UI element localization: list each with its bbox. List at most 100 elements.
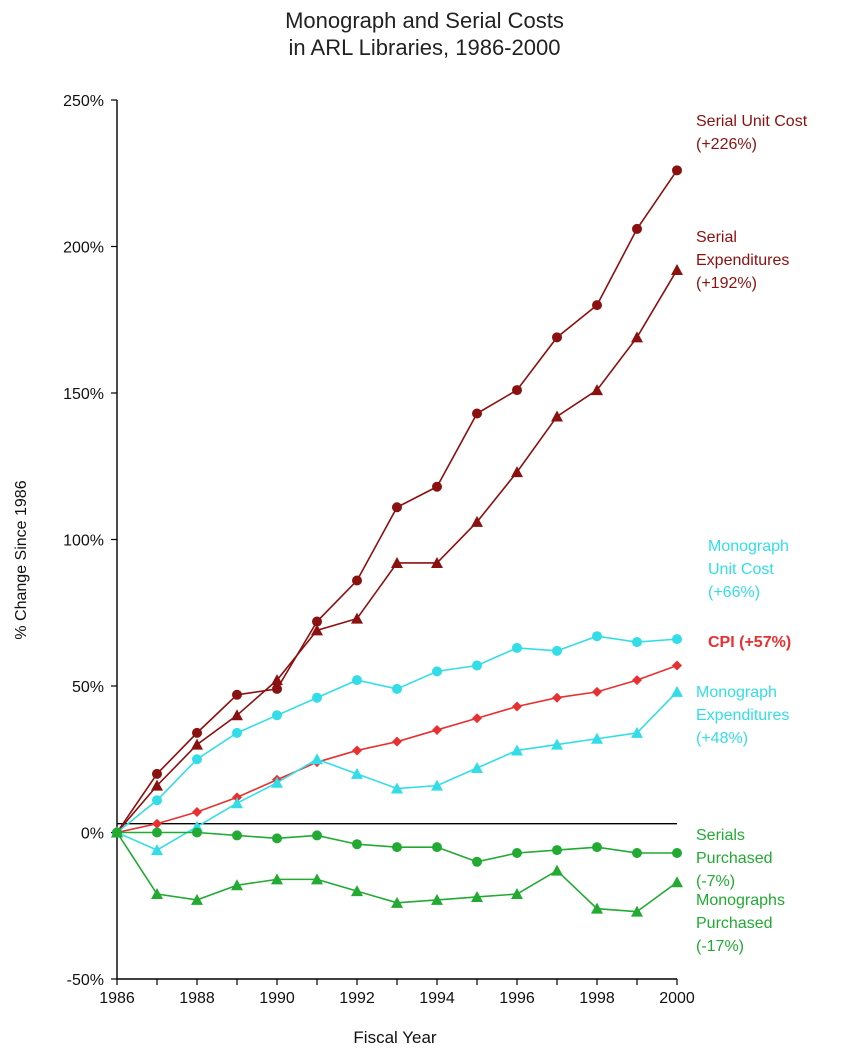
data-point-triangle: [191, 738, 203, 750]
data-point-circle: [232, 727, 242, 738]
data-point-triangle: [551, 410, 563, 422]
data-point-circle: [352, 575, 362, 586]
data-point-circle: [632, 223, 642, 234]
data-point-diamond: [392, 736, 402, 747]
data-point-circle: [392, 842, 402, 853]
data-point-diamond: [192, 806, 202, 817]
data-point-triangle: [471, 515, 483, 527]
data-point-triangle: [271, 776, 283, 788]
data-point-circle: [632, 637, 642, 648]
x-tick-label: 1998: [579, 990, 615, 1007]
data-point-triangle: [111, 826, 123, 838]
data-point-diamond: [152, 818, 162, 829]
data-point-circle: [392, 502, 402, 513]
series-label-line: (+48%): [696, 730, 749, 747]
data-point-triangle: [271, 674, 283, 686]
data-point-circle: [592, 842, 602, 853]
series-label-line: Expenditures: [696, 252, 790, 269]
data-point-circle: [312, 692, 322, 703]
data-point-circle: [272, 833, 282, 844]
data-point-circle: [432, 666, 442, 677]
data-point-triangle: [591, 902, 603, 914]
data-point-triangle: [591, 732, 603, 744]
data-point-triangle: [631, 331, 643, 343]
data-point-triangle: [671, 685, 683, 697]
data-point-circle: [272, 710, 282, 721]
series-label-line: CPI (+57%): [708, 634, 792, 651]
data-point-triangle: [591, 384, 603, 396]
data-point-circle: [552, 332, 562, 343]
series-label-line: Unit Cost: [708, 561, 774, 578]
data-point-circle: [352, 675, 362, 686]
data-point-triangle: [311, 624, 323, 636]
series-label-line: Monograph: [708, 538, 789, 555]
series-label: Serial Expenditures (+192%): [696, 226, 789, 295]
data-point-triangle: [471, 762, 483, 774]
data-point-circle: [312, 616, 322, 627]
data-point-triangle: [311, 753, 323, 765]
data-point-triangle: [351, 885, 363, 897]
data-point-circle: [672, 634, 682, 645]
data-point-circle: [592, 300, 602, 311]
series-label-line: Serials: [696, 827, 745, 844]
data-point-circle: [272, 683, 282, 694]
data-point-triangle: [471, 890, 483, 902]
data-point-triangle: [431, 893, 443, 905]
x-tick-label: 1986: [99, 990, 135, 1007]
data-point-circle: [472, 856, 482, 867]
data-point-circle: [672, 848, 682, 859]
series-label: Monographs Purchased (-17%): [696, 889, 785, 958]
data-point-circle: [512, 642, 522, 653]
data-point-circle: [672, 165, 682, 176]
series-label: CPI (+57%): [708, 631, 791, 654]
chart-title-line-1: Monograph and Serial Costs: [285, 8, 564, 33]
y-tick-label: 0%: [81, 826, 104, 843]
data-point-diamond: [672, 660, 682, 671]
data-point-diamond: [512, 701, 522, 712]
data-point-triangle: [271, 873, 283, 885]
data-point-triangle: [391, 896, 403, 908]
series-label-line: Purchased: [696, 850, 773, 867]
data-point-diamond: [352, 745, 362, 756]
data-point-circle: [432, 481, 442, 492]
data-point-triangle: [431, 779, 443, 791]
x-tick-label: 1988: [179, 990, 215, 1007]
data-point-triangle: [151, 844, 163, 856]
y-tick-label: 50%: [72, 679, 104, 696]
data-point-circle: [152, 768, 162, 779]
x-axis-label: Fiscal Year: [353, 1028, 437, 1047]
data-point-circle: [592, 631, 602, 642]
series-label-line: Serial Unit Cost: [696, 113, 808, 130]
data-point-circle: [632, 848, 642, 859]
data-point-circle: [192, 727, 202, 738]
series-label: Monograph Unit Cost (+66%): [708, 535, 789, 604]
data-point-circle: [192, 827, 202, 838]
data-point-triangle: [431, 556, 443, 568]
data-point-triangle: [351, 767, 363, 779]
series-label-line: Expenditures: [696, 707, 790, 724]
series-label: Serials Purchased (-7%): [696, 824, 773, 893]
data-point-circle: [552, 645, 562, 656]
data-point-diamond: [592, 686, 602, 697]
data-point-circle: [352, 839, 362, 850]
data-point-triangle: [671, 263, 683, 275]
y-axis-label: % Change Since 1986: [13, 480, 30, 640]
data-point-circle: [232, 689, 242, 700]
data-point-triangle: [391, 556, 403, 568]
data-point-circle: [152, 795, 162, 806]
y-tick-label: 100%: [63, 533, 104, 550]
data-point-triangle: [511, 888, 523, 900]
data-point-diamond: [472, 713, 482, 724]
series-label-line: (+66%): [708, 584, 761, 601]
series-label-line: Monographs: [696, 892, 785, 909]
data-point-diamond: [552, 692, 562, 703]
series-label-line: Serial: [696, 229, 737, 246]
series-label: Serial Unit Cost (+226%): [696, 110, 807, 156]
data-point-triangle: [231, 879, 243, 891]
x-tick-label: 1990: [259, 990, 295, 1007]
series-label-line: Monograph: [696, 684, 777, 701]
data-point-circle: [432, 842, 442, 853]
chart-title-line-2: in ARL Libraries, 1986-2000: [288, 35, 561, 60]
data-point-triangle: [151, 779, 163, 791]
